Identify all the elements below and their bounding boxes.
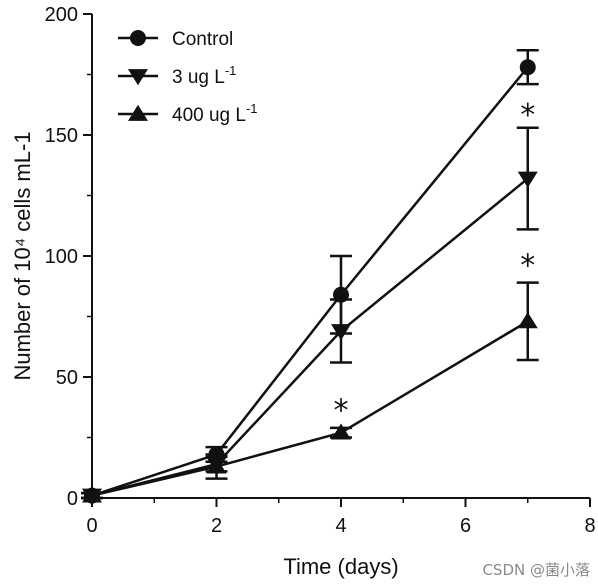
axes: 0 2 4 6 8 0 50 100 150 200	[45, 4, 596, 537]
x-tick-label: 8	[584, 515, 595, 537]
x-axis-title: Time (days)	[283, 554, 398, 579]
significance-marker: *	[520, 98, 535, 133]
data-point	[206, 457, 227, 474]
data-point	[82, 486, 102, 503]
x-tick-label: 6	[460, 515, 471, 537]
plot-area: * * *	[81, 49, 539, 505]
y-tick-label: 150	[45, 125, 78, 147]
x-tick-label: 4	[335, 515, 346, 537]
data-point	[517, 312, 538, 329]
legend-marker	[128, 69, 148, 86]
watermark: CSDN @菌小落	[482, 561, 590, 579]
legend-label: 400 ug L-1	[172, 101, 258, 126]
y-tick-label: 200	[45, 4, 78, 26]
legend-label: Control	[172, 29, 233, 50]
significance-marker: *	[334, 393, 349, 428]
series-line	[91, 320, 529, 497]
y-axis-title: Number of 10⁴ cells mL-1	[10, 131, 35, 380]
significance-marker: *	[520, 248, 535, 283]
series-line	[91, 177, 529, 497]
series-line	[91, 66, 529, 497]
data-point	[517, 171, 538, 188]
legend: Control 3 ug L-1 400 ug L-1	[118, 29, 258, 126]
x-tick-label: 0	[86, 515, 97, 537]
data-point	[331, 423, 351, 440]
y-tick-label: 100	[45, 246, 78, 268]
y-tick-label: 0	[67, 488, 78, 510]
legend-marker	[130, 30, 146, 46]
x-tick-label: 2	[211, 515, 222, 537]
legend-marker	[128, 104, 148, 121]
data-point	[331, 324, 351, 341]
y-tick-label: 50	[56, 367, 78, 389]
legend-label: 3 ug L-1	[172, 63, 236, 88]
data-point	[519, 59, 536, 76]
